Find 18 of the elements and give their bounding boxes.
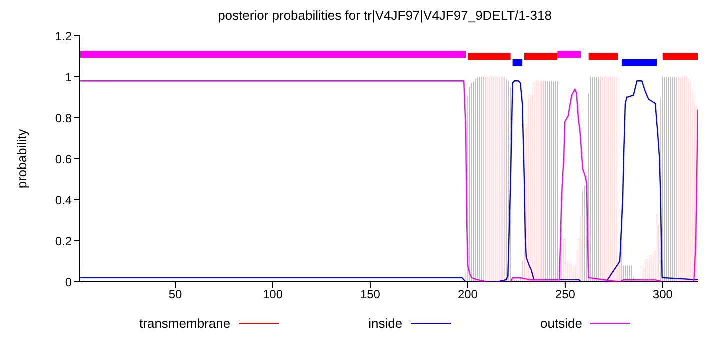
y-tick-label: 0.8 [55, 111, 72, 126]
x-tick-label: 250 [555, 288, 576, 302]
y-tick-label: 0.4 [55, 193, 72, 208]
legend-label: transmembrane [140, 316, 231, 331]
x-tick-label: 50 [168, 288, 183, 302]
y-axis-title: probability [14, 128, 30, 189]
y-tick-label: 0 [65, 275, 72, 290]
x-tick-label: 300 [652, 288, 674, 302]
legend-label: inside [368, 316, 403, 331]
x-tick-label: 150 [360, 288, 381, 302]
y-tick-label: 1 [65, 70, 72, 84]
legend-label: outside [540, 316, 582, 331]
y-tick-label: 1.2 [55, 29, 72, 44]
chart-title: posterior probabilities for tr|V4JF97|V4JF97_9DELT/1-318 [217, 8, 553, 25]
y-tick-label: 0.6 [55, 152, 72, 166]
x-tick-label: 100 [262, 288, 284, 302]
y-tick-label: 0.2 [55, 234, 72, 248]
x-tick-label: 200 [458, 288, 478, 302]
